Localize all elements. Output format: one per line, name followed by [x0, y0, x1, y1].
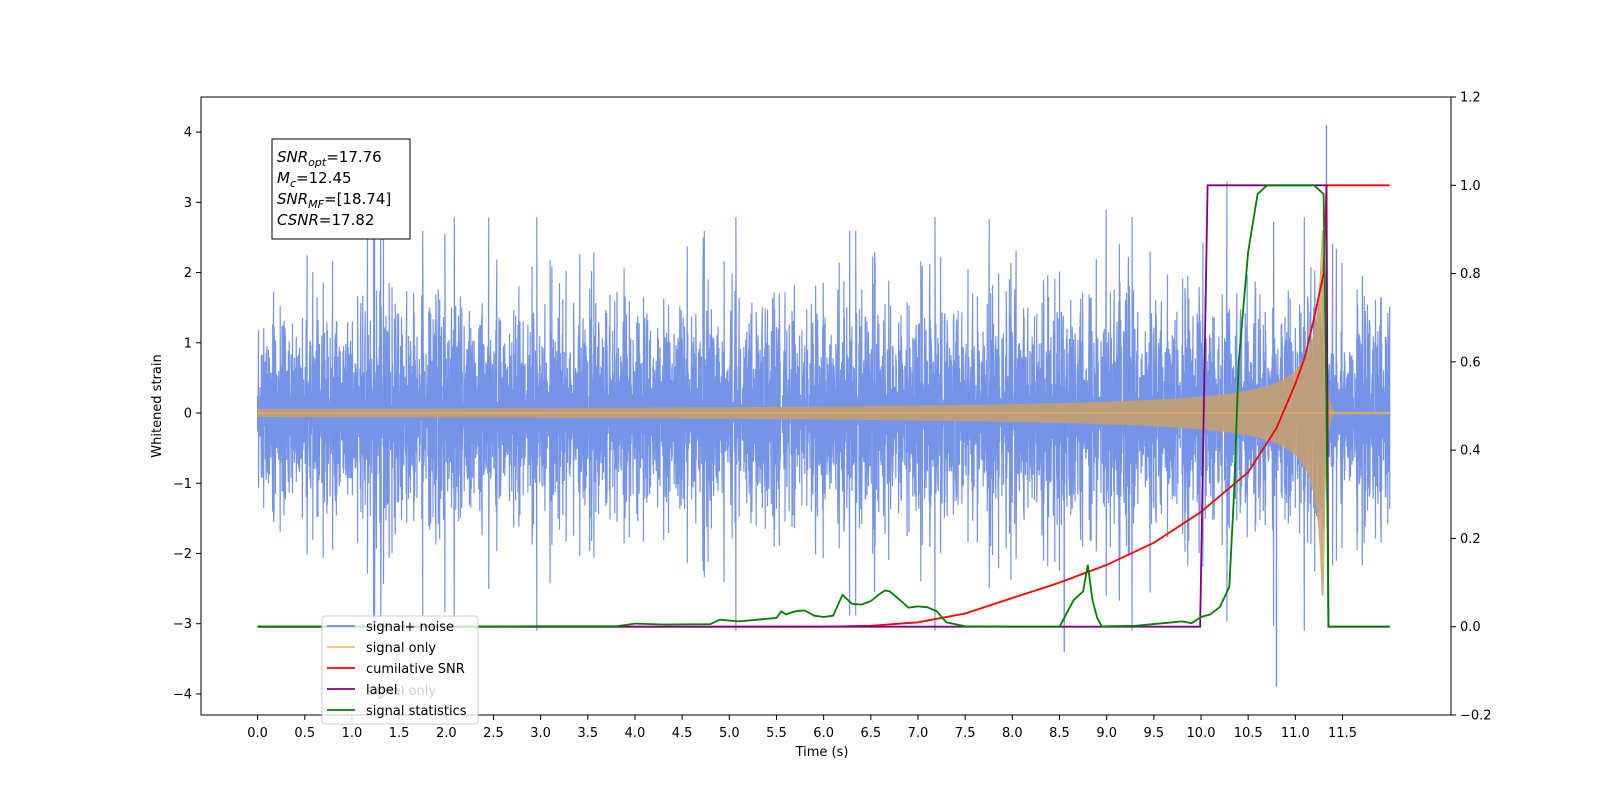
y-tick-label-right: 1.2	[1460, 91, 1481, 106]
x-tick-label: 5.0	[719, 726, 740, 741]
y-tick-label-right: 0.6	[1460, 355, 1481, 370]
x-tick-label: 0.0	[247, 726, 268, 741]
stats-annotation: SNRopt=17.76Mc=12.45SNRMF=[18.74]CSNR=17…	[271, 138, 411, 240]
x-tick-label: 11.0	[1281, 726, 1310, 741]
x-axis-label: Time (s)	[795, 745, 849, 760]
x-tick-label: 5.5	[766, 726, 787, 741]
legend: signal only signal+ noise signal only cumil…	[321, 615, 479, 725]
stats-line: CSNR=17.82	[277, 211, 374, 229]
stats-line: Mc=12.45	[277, 169, 352, 190]
y-tick-label-left: −3	[173, 617, 192, 632]
y-tick-label-right: 0.8	[1460, 267, 1481, 282]
y-tick-label-left: 1	[184, 336, 192, 351]
y-tick-label-right: 0.0	[1460, 620, 1481, 635]
x-tick-label: 6.0	[813, 726, 834, 741]
x-tick-label: 2.5	[483, 726, 504, 741]
stats-value: =17.82	[319, 211, 375, 229]
plot-frame	[200, 96, 1452, 716]
stats-line: SNRMF=[18.74]	[277, 190, 391, 211]
stats-value: =[18.74]	[324, 190, 391, 208]
y-tick-label-right: −0.2	[1460, 709, 1492, 724]
stats-subscript: opt	[308, 156, 327, 169]
stats-symbol: SNR	[277, 190, 308, 208]
legend-frame	[321, 615, 479, 725]
y-tick-label-left: 3	[184, 196, 192, 211]
stats-value: =17.76	[326, 148, 382, 166]
x-tick-label: 4.5	[672, 726, 693, 741]
x-tick-label: 6.5	[860, 726, 881, 741]
legend-label: signal only	[366, 641, 436, 656]
x-tick-label: 8.5	[1049, 726, 1070, 741]
x-tick-label: 9.5	[1143, 726, 1164, 741]
x-tick-label: 0.5	[294, 726, 315, 741]
x-tick-label: 3.5	[577, 726, 598, 741]
x-tick-label: 9.0	[1096, 726, 1117, 741]
y-tick-label-left: −4	[173, 687, 192, 702]
series-signal-statistics	[257, 184, 1390, 628]
y-tick-label-right: 0.2	[1460, 532, 1481, 547]
series-cumulative-snr	[257, 184, 1390, 628]
stats-value: =12.45	[296, 169, 352, 187]
stats-symbol: M	[277, 169, 290, 187]
x-tick-label: 2.0	[436, 726, 457, 741]
series-signal-noise	[257, 181, 1391, 631]
x-tick-label: 10.0	[1187, 726, 1216, 741]
x-tick-label: 1.5	[389, 726, 410, 741]
x-axis: 0.0 0.5 1.0 1.5 2.0 2.5 3.0 3.5 4.0 4.5 5.0 5.5 6.0 6…	[247, 715, 1357, 741]
x-tick-label: 10.5	[1234, 726, 1263, 741]
legend-hidden-label: signal only	[366, 684, 436, 699]
legend-label: signal+ noise	[366, 620, 454, 635]
x-tick-label: 11.5	[1328, 726, 1357, 741]
legend-label: label	[366, 683, 397, 698]
stats-box-frame	[271, 138, 411, 240]
y-axis-right: 1.2 1.0 0.8 0.6 0.4 0.2 0.0 −0.2	[1451, 91, 1492, 724]
y-tick-label-right: 0.4	[1460, 444, 1481, 459]
stats-subscript: MF	[308, 198, 324, 211]
x-tick-label: 7.0	[908, 726, 929, 741]
y-tick-label-left: −2	[173, 547, 192, 562]
stats-symbol: CSNR	[277, 211, 319, 229]
stats-symbol: SNR	[277, 148, 308, 166]
x-tick-label: 7.5	[955, 726, 976, 741]
y-axis-left: 4 3 2 1 0 −1 −2 −3 −4	[173, 126, 201, 702]
legend-label: cumilative SNR	[366, 662, 465, 677]
stats-line: SNRopt=17.76	[277, 148, 382, 169]
x-tick-label: 3.0	[530, 726, 551, 741]
y-axis-label: Whitened strain	[150, 354, 165, 457]
stats-subscript: c	[290, 177, 296, 190]
y-tick-label-left: 2	[184, 266, 192, 281]
x-tick-label: 4.0	[625, 726, 646, 741]
x-tick-label: 1.0	[342, 726, 363, 741]
y-tick-label-left: −1	[173, 477, 192, 492]
y-tick-label-left: 4	[184, 126, 192, 141]
plot-lines	[257, 125, 1391, 687]
y-tick-label-left: 0	[184, 407, 192, 422]
y-tick-label-right: 1.0	[1460, 179, 1481, 194]
x-tick-label: 8.0	[1002, 726, 1023, 741]
legend-label: signal statistics	[366, 704, 467, 719]
